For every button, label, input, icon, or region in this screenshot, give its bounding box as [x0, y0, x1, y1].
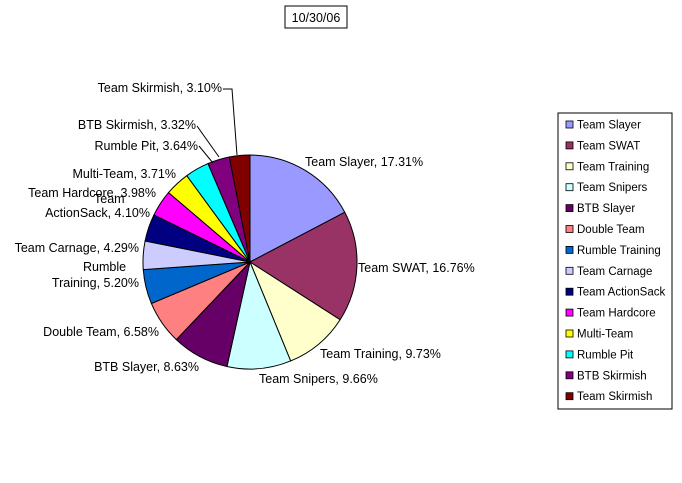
leader-line [198, 145, 214, 164]
legend-swatch [565, 183, 574, 192]
legend-swatch [565, 245, 574, 254]
legend-label: Team ActionSack [577, 287, 665, 299]
pie-slice-team-swat [249, 211, 358, 321]
slice-label: BTB Skirmish, 3.32% [78, 118, 196, 132]
legend-label: Team SWAT [577, 140, 640, 152]
legend-label: BTB Slayer [577, 203, 635, 215]
legend-label: BTB Skirmish [577, 370, 647, 382]
legend-label: Team Hardcore [577, 308, 656, 320]
slice-label: BTB Slayer, 8.63% [94, 360, 199, 374]
leader-line [223, 88, 238, 156]
pie-slices [142, 154, 358, 370]
legend-label: Team Snipers [577, 182, 648, 194]
legend-swatch [565, 162, 574, 171]
legend-label: Rumble Pit [577, 349, 634, 361]
slice-label: Team Carnage, 4.29% [15, 241, 139, 255]
slice-label: Team ActionSack, 4.10% [45, 192, 150, 220]
legend-label: Rumble Training [577, 245, 661, 257]
slice-label: Double Team, 6.58% [43, 325, 159, 339]
legend-swatch [565, 266, 574, 275]
legend-label: Team Slayer [577, 120, 641, 132]
chart-title: 10/30/06 [292, 11, 341, 25]
slice-label: Team Hardcore, 3.98% [28, 186, 156, 200]
legend-label: Double Team [577, 224, 645, 236]
legend-swatch [565, 308, 574, 317]
chart-title-box [284, 5, 348, 29]
slice-label: Team Snipers, 9.66% [259, 372, 378, 386]
legend-swatch [565, 204, 574, 213]
slice-label: Team SWAT, 16.76% [358, 261, 475, 275]
legend-swatch [565, 329, 574, 338]
slice-labels: Team Slayer, 17.31% Team SWAT, 16.76% Team… [15, 81, 475, 386]
slice-label: Team Training, 9.73% [320, 347, 441, 361]
slice-label: Rumble Training, 5.20% [52, 260, 139, 290]
legend-swatch [565, 350, 574, 359]
legend-swatch [565, 392, 574, 401]
pie-slice-team-skirmish [228, 154, 251, 263]
legend-swatch [565, 141, 574, 150]
legend-box [557, 112, 673, 410]
slice-label: Rumble Pit, 3.64% [94, 139, 198, 153]
leader-line [196, 125, 220, 158]
legend-label: Multi-Team [577, 329, 633, 341]
slice-label: Multi-Team, 3.71% [72, 167, 176, 181]
legend-swatch [565, 225, 574, 233]
legend-swatch [565, 120, 574, 129]
legend-label: Team Training [577, 161, 649, 173]
slice-label: Team Slayer, 17.31% [305, 155, 423, 169]
legend-swatch [565, 371, 574, 380]
pie-slice-team-slayer [249, 154, 346, 263]
legend-label: Team Carnage [577, 266, 652, 278]
legend-swatch [565, 287, 574, 296]
legend-label: Team Skirmish [577, 391, 652, 403]
legend: Team Slayer Team SWAT Team Training Team Sn… [565, 120, 665, 403]
label-leader-lines [196, 88, 238, 164]
slice-label: Team Skirmish, 3.10% [98, 81, 222, 95]
